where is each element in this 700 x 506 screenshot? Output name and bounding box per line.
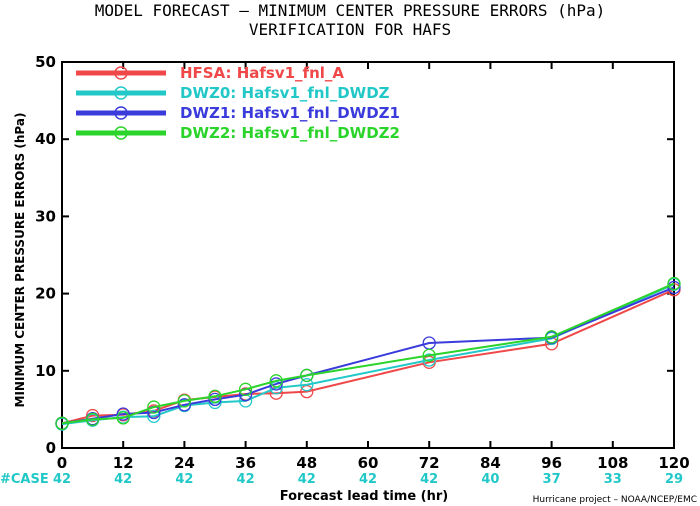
x-tick-label: 36 bbox=[235, 454, 256, 472]
data-point bbox=[85, 412, 100, 427]
case-count: 37 bbox=[543, 472, 561, 487]
series-line bbox=[61, 282, 675, 425]
case-count: 42 bbox=[420, 472, 438, 487]
data-point bbox=[667, 280, 681, 295]
data-point bbox=[116, 407, 130, 421]
data-point bbox=[55, 416, 69, 430]
legend-entry-1: HFSA: Hafsv1_fnl_A bbox=[76, 64, 344, 82]
case-count: 42 bbox=[175, 472, 193, 487]
case-count: 42 bbox=[359, 472, 377, 487]
chart-title-line2: VERIFICATION FOR HAFS bbox=[249, 20, 451, 39]
y-tick-label: 20 bbox=[35, 285, 56, 303]
legend: HFSA: Hafsv1_fnl_A DWZ0: Hafsv1_fnl_DWDZ D… bbox=[76, 64, 400, 142]
legend-entry-4: DWZ2: Hafsv1_fnl_DWDZ2 bbox=[76, 124, 400, 142]
data-point bbox=[300, 378, 314, 392]
data-point bbox=[300, 368, 314, 383]
data-point bbox=[177, 394, 192, 408]
case-label: #CASE bbox=[0, 472, 49, 487]
y-tick-label: 0 bbox=[46, 439, 56, 457]
data-point bbox=[269, 374, 283, 388]
x-tick-label: 96 bbox=[541, 454, 562, 472]
y-tick-label: 40 bbox=[35, 130, 56, 148]
case-count: 42 bbox=[298, 472, 316, 487]
data-point bbox=[208, 389, 222, 403]
case-count: 29 bbox=[665, 472, 683, 487]
x-tick-label: 84 bbox=[480, 454, 501, 472]
case-count: 33 bbox=[604, 472, 622, 487]
data-point bbox=[422, 353, 436, 367]
legend-label: DWZ1: Hafsv1_fnl_DWDZ1 bbox=[180, 104, 400, 122]
chart-title-line1: MODEL FORECAST – MINIMUM CENTER PRESSURE… bbox=[95, 1, 606, 20]
x-tick-label: 108 bbox=[597, 454, 628, 472]
case-count: 40 bbox=[481, 472, 499, 487]
y-tick-label: 50 bbox=[35, 53, 56, 71]
data-point bbox=[116, 411, 130, 425]
series-line bbox=[61, 286, 675, 425]
case-count: 42 bbox=[114, 472, 132, 487]
y-tick-label: 10 bbox=[35, 362, 56, 380]
y-axis-ticks: 0 10 20 30 40 50 bbox=[35, 53, 674, 457]
case-counts: 42 42 42 42 42 42 42 40 37 33 29 bbox=[53, 472, 683, 487]
credit-text: Hurricane project – NOAA/NCEP/EMC bbox=[533, 495, 697, 505]
case-count: 42 bbox=[237, 472, 255, 487]
case-count: 42 bbox=[53, 472, 71, 487]
legend-marker bbox=[114, 66, 128, 80]
data-point bbox=[208, 392, 222, 407]
data-point bbox=[147, 400, 161, 414]
series-4 bbox=[55, 276, 681, 430]
x-axis-ticks: 0 12 24 36 48 60 72 84 96 108 120 bbox=[57, 62, 690, 472]
x-tick-label: 120 bbox=[658, 454, 689, 472]
legend-label: DWZ2: Hafsv1_fnl_DWDZ2 bbox=[180, 124, 400, 142]
legend-marker bbox=[114, 106, 128, 120]
series-line bbox=[61, 283, 675, 426]
legend-entry-3: DWZ1: Hafsv1_fnl_DWDZ1 bbox=[76, 104, 400, 122]
y-axis-label: MINIMUM CENTER PRESSURE ERRORS (hPa) bbox=[13, 113, 27, 408]
legend-entry-2: DWZ0: Hafsv1_fnl_DWDZ bbox=[76, 84, 390, 102]
y-tick-label: 30 bbox=[35, 207, 56, 225]
x-tick-label: 60 bbox=[358, 454, 379, 472]
data-point bbox=[147, 409, 161, 423]
data-point bbox=[269, 377, 283, 391]
x-tick-label: 72 bbox=[419, 454, 440, 472]
data-point bbox=[238, 382, 253, 396]
legend-marker bbox=[114, 126, 128, 140]
data-point bbox=[667, 276, 681, 291]
x-tick-label: 48 bbox=[296, 454, 317, 472]
x-tick-label: 0 bbox=[57, 454, 67, 472]
x-tick-label: 24 bbox=[174, 454, 195, 472]
x-axis-label: Forecast lead time (hr) bbox=[280, 489, 448, 504]
series-line bbox=[61, 288, 675, 425]
data-point bbox=[544, 330, 559, 344]
legend-marker bbox=[114, 86, 128, 100]
legend-label: HFSA: Hafsv1_fnl_A bbox=[180, 64, 344, 82]
data-point bbox=[422, 348, 436, 363]
data-point bbox=[85, 408, 100, 423]
legend-label: DWZ0: Hafsv1_fnl_DWDZ bbox=[180, 84, 390, 102]
data-point bbox=[177, 398, 192, 412]
x-tick-label: 12 bbox=[113, 454, 134, 472]
series-layer bbox=[55, 276, 681, 431]
